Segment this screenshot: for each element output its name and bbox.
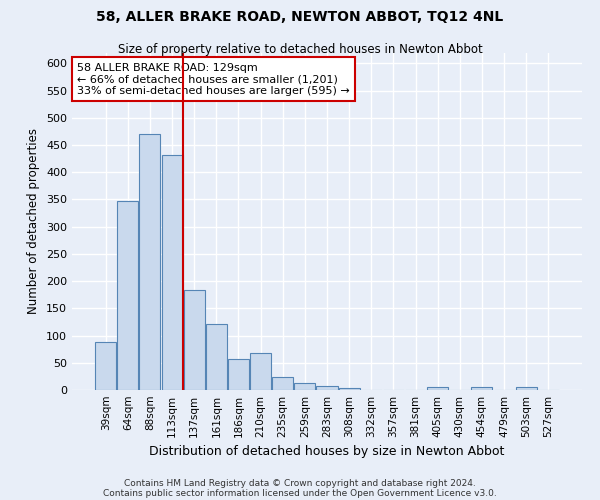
Bar xyxy=(338,388,359,390)
Text: 58 ALLER BRAKE ROAD: 129sqm
← 66% of detached houses are smaller (1,201)
33% of : 58 ALLER BRAKE ROAD: 129sqm ← 66% of det… xyxy=(77,62,350,96)
Bar xyxy=(272,377,293,390)
Bar xyxy=(139,134,160,390)
Bar xyxy=(184,290,205,390)
Text: Contains HM Land Registry data © Crown copyright and database right 2024.: Contains HM Land Registry data © Crown c… xyxy=(124,478,476,488)
Bar xyxy=(250,353,271,390)
Bar xyxy=(118,201,139,390)
X-axis label: Distribution of detached houses by size in Newton Abbot: Distribution of detached houses by size … xyxy=(149,446,505,458)
Bar xyxy=(161,155,182,390)
Bar xyxy=(472,388,493,390)
Bar xyxy=(228,359,249,390)
Text: Size of property relative to detached houses in Newton Abbot: Size of property relative to detached ho… xyxy=(118,42,482,56)
Bar xyxy=(515,388,536,390)
Text: 58, ALLER BRAKE ROAD, NEWTON ABBOT, TQ12 4NL: 58, ALLER BRAKE ROAD, NEWTON ABBOT, TQ12… xyxy=(97,10,503,24)
Text: Contains public sector information licensed under the Open Government Licence v3: Contains public sector information licen… xyxy=(103,488,497,498)
Bar xyxy=(427,388,448,390)
Bar xyxy=(95,342,116,390)
Bar xyxy=(295,384,316,390)
Bar xyxy=(206,324,227,390)
Bar xyxy=(316,386,338,390)
Y-axis label: Number of detached properties: Number of detached properties xyxy=(28,128,40,314)
